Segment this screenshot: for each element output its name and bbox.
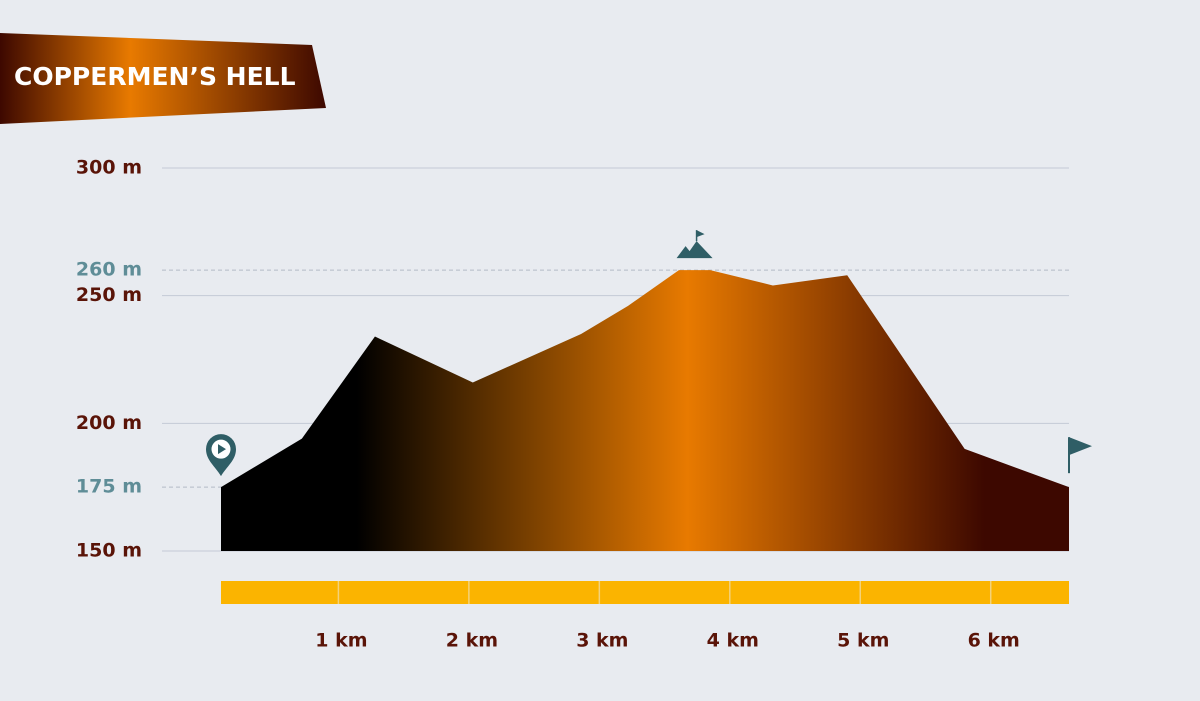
distance-bar (221, 581, 1069, 604)
x-tick-label: 3 km (576, 630, 628, 652)
title-banner (0, 33, 326, 124)
x-tick-label: 4 km (707, 630, 759, 652)
finish-icon (1068, 437, 1092, 474)
peak-mountain (676, 241, 713, 259)
y-tick-label: 150 m (76, 540, 142, 562)
reference-label: 175 m (76, 476, 142, 498)
finish-flag (1069, 437, 1092, 456)
reference-label: 260 m (76, 259, 142, 281)
y-tick-label: 300 m (76, 157, 142, 179)
x-tick-label: 2 km (446, 630, 498, 652)
start-icon (206, 434, 236, 477)
elevation-area (221, 270, 1069, 551)
x-tick-label: 5 km (837, 630, 889, 652)
start-play (218, 444, 226, 455)
y-tick-label: 250 m (76, 284, 142, 306)
peak-flag (696, 230, 705, 238)
chart-title: COPPERMEN’S HELL (14, 62, 296, 91)
y-tick-label: 200 m (76, 412, 142, 434)
x-tick-label: 1 km (315, 630, 367, 652)
peak-icon (676, 230, 713, 259)
x-tick-label: 6 km (968, 630, 1020, 652)
